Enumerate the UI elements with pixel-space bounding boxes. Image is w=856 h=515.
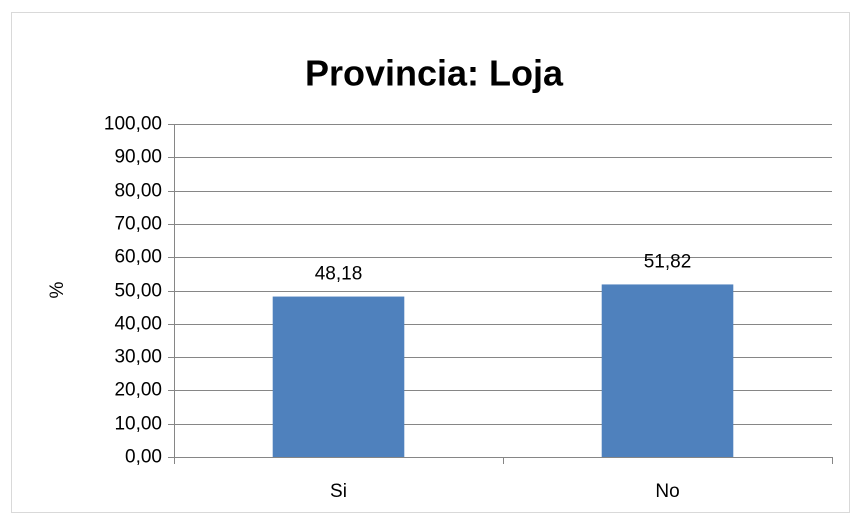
data-label: 48,18 <box>315 264 363 285</box>
bar <box>601 284 734 457</box>
x-tick-label: No <box>655 481 679 502</box>
y-tick-label: 40,00 <box>114 314 162 335</box>
y-tick-label: 50,00 <box>114 281 162 302</box>
y-tick-label: 30,00 <box>114 347 162 368</box>
y-tick-label: 60,00 <box>114 247 162 268</box>
y-tick-label: 70,00 <box>114 214 162 235</box>
y-tick-label: 0,00 <box>125 447 162 468</box>
y-tick-label: 100,00 <box>104 114 162 135</box>
bar <box>272 296 405 457</box>
y-tick-label: 10,00 <box>114 414 162 435</box>
y-tick-label: 80,00 <box>114 181 162 202</box>
x-tick-label: Si <box>330 481 347 502</box>
chart-title: Provincia: Loja <box>305 53 564 94</box>
y-tick-label: 20,00 <box>114 380 162 401</box>
data-label: 51,82 <box>644 251 692 272</box>
y-tick-label: 90,00 <box>114 147 162 168</box>
y-axis-label: % <box>47 281 68 298</box>
